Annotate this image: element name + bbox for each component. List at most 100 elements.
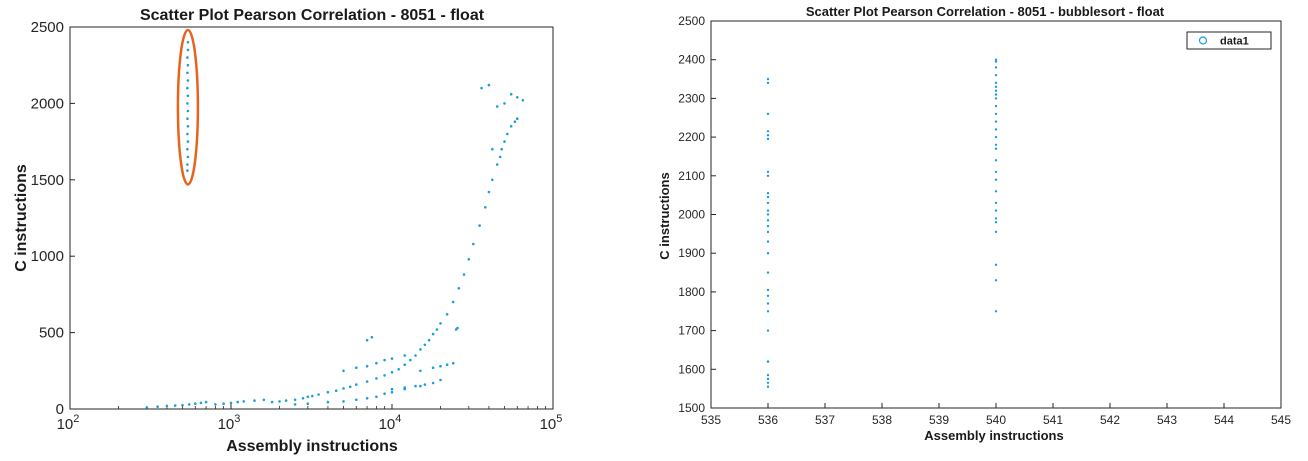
left-x-tick-label: 104 — [379, 413, 402, 433]
scatter-point — [186, 132, 189, 136]
scatter-point — [431, 366, 435, 370]
right-y-axis: 1500 1600 1700 1800 1900 2000 2100 2200 2300 2400… — [678, 14, 716, 415]
scatter-point — [342, 387, 345, 390]
scatter-point — [994, 230, 998, 234]
right-x-tick-label: 540 — [986, 413, 1006, 427]
left-x-axis-label: Assembly instructions — [226, 438, 398, 455]
scatter-point — [186, 117, 189, 120]
scatter-point — [478, 224, 481, 227]
scatter-point — [994, 201, 998, 205]
scatter-point — [503, 140, 506, 143]
scatter-point — [326, 390, 330, 394]
scatter-point — [766, 112, 770, 116]
scatter-point — [186, 102, 189, 105]
left-chart: Scatter Plot Pearson Correlation - 8051 … — [13, 7, 562, 455]
scatter-point — [326, 400, 330, 404]
scatter-point — [156, 405, 159, 409]
scatter-point — [431, 381, 435, 385]
scatter-point — [766, 213, 770, 216]
scatter-point — [181, 403, 184, 407]
scatter-point — [383, 358, 386, 362]
scatter-point — [456, 326, 459, 330]
scatter-point — [766, 170, 770, 174]
scatter-point — [766, 271, 770, 274]
right-x-tick-label: 538 — [872, 413, 892, 427]
scatter-point — [222, 402, 225, 406]
scatter-point — [994, 81, 998, 85]
scatter-point — [495, 105, 499, 108]
scatter-point — [994, 112, 998, 116]
legend-box — [1186, 31, 1272, 50]
scatter-point — [467, 258, 471, 261]
scatter-point — [194, 402, 197, 406]
scatter-point — [994, 58, 998, 61]
right-x-tick-label: 536 — [758, 413, 778, 427]
scatter-point — [262, 398, 266, 402]
scatter-point — [766, 195, 770, 199]
left-chart-title: Scatter Plot Pearson Correlation - 8051 … — [140, 7, 485, 24]
scatter-point — [994, 97, 998, 100]
scatter-point — [521, 99, 525, 102]
scatter-point — [414, 384, 417, 388]
scatter-point — [186, 56, 189, 59]
scatter-point — [173, 404, 177, 407]
right-y-axis-label: C instructions — [657, 172, 672, 259]
scatter-point — [994, 93, 998, 96]
scatter-point — [994, 221, 998, 224]
scatter-point — [994, 147, 998, 150]
scatter-point — [451, 300, 455, 304]
scatter-point — [766, 373, 770, 377]
scatter-point — [342, 400, 345, 403]
right-y-tick-label: 2500 — [678, 14, 705, 28]
scatter-point — [766, 134, 770, 137]
right-y-tick-label: 2000 — [678, 208, 705, 222]
scatter-point — [766, 377, 770, 381]
scatter-point — [994, 263, 998, 266]
scatter-point — [355, 366, 358, 370]
right-x-tick-label: 537 — [815, 413, 835, 427]
scatter-point — [994, 135, 998, 139]
scatter-point — [390, 390, 394, 394]
scatter-point — [766, 252, 770, 255]
scatter-point — [186, 79, 190, 82]
right-x-tick-label: 542 — [1100, 413, 1120, 427]
scatter-point — [766, 219, 770, 222]
scatter-point — [214, 403, 217, 406]
scatter-point — [186, 71, 189, 75]
scatter-point — [445, 313, 449, 316]
right-x-axis: 535 536 537 538 539 540 541 542 543 544 545 — [701, 403, 1291, 427]
scatter-point — [186, 140, 190, 143]
scatter-point — [187, 403, 191, 406]
scatter-point — [253, 399, 256, 402]
right-y-tick-label: 1700 — [678, 324, 705, 338]
scatter-point — [435, 328, 439, 331]
scatter-point — [375, 361, 378, 365]
scatter-point — [509, 125, 513, 128]
right-y-tick-label: 1900 — [678, 246, 705, 260]
scatter-point — [419, 369, 422, 373]
scatter-point — [484, 206, 487, 209]
right-y-tick-label: 2200 — [678, 130, 705, 144]
right-x-tick-label: 541 — [1043, 413, 1063, 427]
scatter-point — [278, 400, 281, 403]
left-x-tick-label: 102 — [57, 413, 80, 433]
scatter-point — [186, 169, 189, 172]
scatter-point — [365, 397, 369, 400]
highlight-ellipse — [176, 28, 200, 186]
scatter-point — [439, 364, 442, 368]
scatter-point — [994, 143, 998, 146]
scatter-point — [766, 137, 770, 141]
scatter-point — [766, 174, 770, 177]
scatter-point — [390, 357, 394, 360]
scatter-point — [462, 273, 466, 276]
scatter-point — [766, 381, 770, 384]
scatter-point — [487, 190, 491, 194]
scatter-point — [445, 363, 449, 367]
scatter-point — [186, 86, 189, 90]
scatter-point — [766, 288, 770, 292]
right-y-tick-label: 2400 — [678, 53, 705, 67]
scatter-point — [397, 368, 401, 371]
right-y-tick-label: 2300 — [678, 91, 705, 105]
right-y-tick-label: 1500 — [678, 401, 705, 415]
right-plot-frame — [710, 20, 1282, 409]
